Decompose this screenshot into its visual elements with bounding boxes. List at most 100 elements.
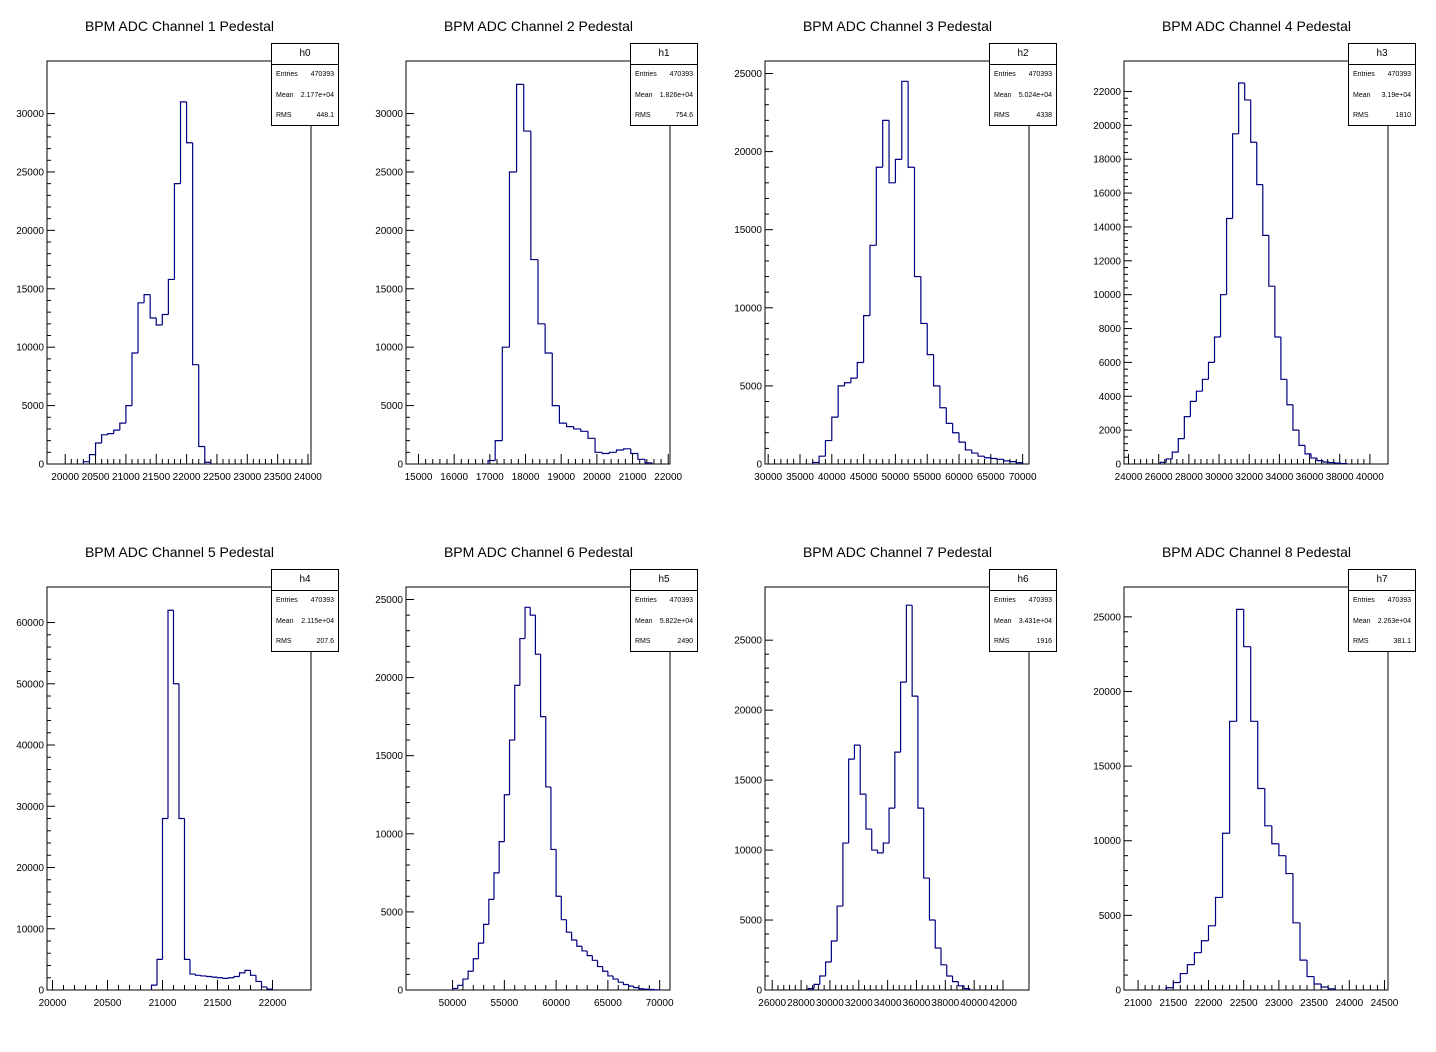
y-tick-label: 2000	[1099, 426, 1122, 437]
histogram-pad: BPM ADC Channel 5 Pedestal 20000 20500 2100…	[0, 526, 359, 1052]
stats-mean-label: Mean	[635, 617, 653, 625]
histogram-bin	[842, 842, 849, 907]
histogram-bin	[869, 244, 877, 316]
stats-name: h6	[990, 570, 1056, 591]
y-tick-label: 0	[1115, 460, 1121, 471]
histogram-bin	[167, 609, 174, 819]
histogram-bin	[244, 969, 251, 973]
chart-title: BPM ADC Channel 7 Pedestal	[802, 544, 993, 560]
stats-entries-value: 470393	[310, 71, 334, 78]
histogram-series	[82, 101, 212, 464]
y-tick-label: 10000	[734, 846, 762, 857]
x-tick-label: 20500	[94, 998, 122, 1009]
histogram-series	[1159, 82, 1348, 465]
histogram-bin	[167, 278, 175, 315]
histogram-series	[1165, 608, 1336, 990]
histogram-bin	[1165, 987, 1174, 990]
histogram-bin	[1207, 925, 1216, 941]
histogram-bin	[550, 786, 557, 851]
histogram-bin	[113, 429, 120, 434]
histogram-series	[487, 83, 653, 464]
histogram-bin	[888, 120, 896, 184]
histogram-bin	[591, 955, 598, 961]
y-tick-label: 15000	[375, 751, 403, 762]
histogram-plot: 20000 20500 21000 21500 22000 22500 23000 23500…	[16, 60, 322, 483]
histogram-bin	[848, 758, 855, 844]
y-tick-label: 20000	[375, 226, 403, 237]
x-tick-label: 15000	[405, 472, 433, 483]
histogram-bin	[555, 849, 562, 897]
histogram-bin	[638, 987, 645, 990]
stats-rms-row: RMS 1810	[1349, 106, 1415, 127]
histogram-bin	[1250, 646, 1258, 722]
y-tick-label: 0	[1115, 986, 1121, 997]
histogram-bin	[194, 974, 201, 976]
y-tick-label: 6000	[1099, 358, 1122, 369]
y-tick-label: 20000	[734, 706, 762, 717]
histogram-bin	[1340, 463, 1348, 465]
histogram-bin	[1189, 400, 1197, 417]
chart-title: BPM ADC Channel 1 Pedestal	[84, 18, 275, 34]
y-tick-label: 16000	[1093, 189, 1121, 200]
stats-mean-row: Mean 3.19e+04	[1349, 86, 1415, 107]
y-tick-label: 10000	[1093, 836, 1121, 847]
x-tick-label: 65000	[977, 472, 1005, 483]
y-tick-label: 5000	[381, 401, 404, 412]
histogram-bin	[894, 158, 902, 183]
histogram-bin	[467, 970, 474, 980]
x-tick-label: 20000	[39, 998, 67, 1009]
histogram-bin	[255, 975, 262, 983]
stats-box: h0 Entries 470393 Mean 2.177e+04 RMS 448.1	[271, 43, 339, 126]
histogram-bin	[837, 385, 845, 418]
stats-name: h5	[631, 570, 697, 591]
histogram-bin	[161, 313, 169, 325]
histogram-pad: BPM ADC Channel 7 Pedestal 26000 28000 3000…	[718, 526, 1077, 1052]
histogram-bin	[1328, 461, 1336, 464]
stats-entries-label: Entries	[1353, 597, 1375, 604]
y-tick-label: 10000	[734, 303, 762, 314]
stats-entries-label: Entries	[276, 71, 298, 78]
histogram-bin	[576, 940, 582, 947]
histogram-bin	[200, 975, 207, 977]
histogram-bin	[587, 431, 596, 439]
stats-entries-row: Entries 470393	[1349, 591, 1415, 612]
histogram-bin	[1009, 460, 1017, 463]
x-tick-label: 21500	[142, 472, 170, 483]
histogram-bin	[622, 982, 629, 986]
stats-mean-row: Mean 5.822e+04	[631, 612, 697, 633]
stats-entries-row: Entries 470393	[631, 591, 697, 612]
x-tick-label: 23500	[1300, 998, 1328, 1009]
histogram-bin	[1214, 896, 1223, 926]
x-tick-label: 20500	[82, 472, 110, 483]
histogram-bin	[951, 976, 959, 983]
x-tick-label: 40000	[960, 998, 988, 1009]
stats-mean-value: 3.19e+04	[1381, 91, 1411, 99]
histogram-bin	[1183, 415, 1191, 439]
y-tick-label: 18000	[1093, 155, 1121, 166]
stats-rms-label: RMS	[1353, 638, 1369, 645]
histogram-bin	[602, 966, 608, 972]
histogram-bin	[607, 971, 614, 977]
stats-rms-value: 207.6	[316, 638, 334, 645]
stats-mean-row: Mean 5.024e+04	[990, 86, 1056, 107]
histogram-bin	[623, 448, 631, 450]
histogram-bin	[615, 449, 624, 453]
x-tick-label: 60000	[542, 998, 570, 1009]
stats-name: h0	[272, 44, 338, 65]
stats-rms-label: RMS	[276, 638, 292, 645]
x-tick-label: 24000	[1335, 998, 1363, 1009]
histogram-bin	[813, 983, 820, 989]
histogram-bin	[544, 323, 553, 354]
y-tick-label: 20000	[734, 147, 762, 158]
x-tick-label: 28000	[787, 998, 815, 1009]
histogram-bin	[1200, 940, 1209, 953]
histogram-bin	[996, 458, 1004, 460]
y-tick-label: 10000	[375, 829, 403, 840]
histogram-plot: 15000 16000 17000 18000 19000 20000 21000 22000…	[375, 60, 683, 483]
x-tick-label: 55000	[490, 998, 518, 1009]
stats-rms-value: 381.1	[1393, 638, 1411, 645]
y-tick-label: 5000	[1099, 911, 1122, 922]
histogram-bin	[457, 984, 463, 989]
histogram-pad: BPM ADC Channel 2 Pedestal 15000 16000 1700…	[359, 0, 718, 526]
plot-frame	[46, 586, 312, 991]
